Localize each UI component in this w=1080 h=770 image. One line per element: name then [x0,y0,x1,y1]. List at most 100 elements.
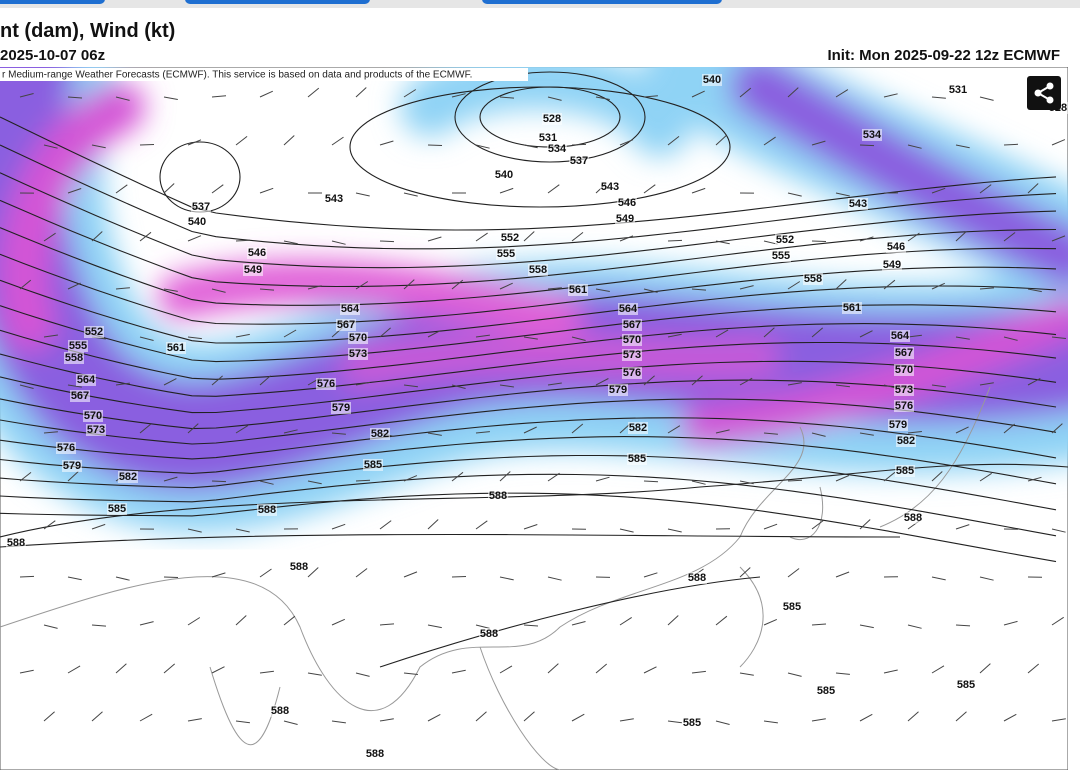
wind-barb [211,375,223,386]
contour-label-bg [257,504,277,516]
wind-barb [475,232,488,242]
contour-label: 585 [896,465,914,477]
wind-barb [1051,718,1066,722]
wind-barb [907,624,922,629]
contour-line [0,116,1057,231]
contour-label-bg [340,303,360,315]
wind-barb [259,375,271,386]
share-button[interactable] [1027,76,1061,110]
wind-barb [859,144,875,147]
contour-label: 576 [895,400,913,412]
contour-label-bg [56,442,76,454]
contour-label-bg [547,143,567,155]
wind-barb [715,615,728,626]
tab-button[interactable] [0,0,105,4]
contour-line [0,417,1057,460]
wind-barb [955,426,969,434]
wind-barb [67,96,83,99]
contour-label: 585 [108,503,126,515]
contour-line [0,379,1057,430]
wind-barb [691,187,706,194]
contour-label: 555 [772,250,790,262]
wind-barb [43,431,58,434]
wind-barb [955,336,970,340]
contour-label-bg [70,390,90,402]
wind-barb [739,672,754,676]
wind-barb [763,327,775,338]
wind-barb [787,568,800,578]
wind-barb [451,279,464,290]
contour-label: 549 [616,213,634,225]
contour-label: 588 [271,705,289,717]
wind-barb [475,144,490,149]
contour-label: 567 [623,319,641,331]
contour-label: 561 [167,342,185,354]
wind-barb [427,432,442,436]
wind-barb [427,236,442,242]
contour-label-bg [771,250,791,262]
contour-label: 555 [69,340,87,352]
wind-barb [331,523,346,530]
wind-barb [835,571,850,578]
wind-barb [1051,423,1063,434]
contour-label-bg [83,410,103,422]
wind-barb [787,672,802,677]
wind-barb [691,90,705,98]
contour-label: 588 [688,572,706,584]
wind-barb [355,192,370,197]
wind-barb [523,624,539,627]
wind-barb [91,231,103,242]
wind-barb [955,524,970,530]
wind-barb [691,288,707,291]
wind-barb [355,672,370,677]
wind-barb [787,87,799,98]
contour-label: 573 [623,349,641,361]
wind-barb [643,95,658,98]
tab-button[interactable] [482,0,722,4]
wind-barb [139,423,152,434]
contour-label-bg [107,503,127,515]
wind-barb [355,281,369,290]
contour-label: 570 [895,364,913,376]
wind-barb [763,432,778,435]
wind-barb [547,382,562,386]
wind-barb [427,330,441,338]
tab-button[interactable] [185,0,370,4]
contour-label-bg [948,84,968,96]
contour-label-bg [615,213,635,225]
wind-barb [91,624,107,627]
contour-label-bg [622,349,642,361]
wind-barb [595,378,609,386]
wind-barb [571,232,584,242]
wind-barb [499,187,514,194]
wind-barb [43,334,58,338]
wind-barb [595,476,610,482]
wind-barb [979,472,992,482]
wind-barb [379,623,395,626]
wind-barb [19,93,34,98]
contour-label: 588 [489,490,507,502]
wind-barb [427,713,441,722]
wind-barb [43,232,56,242]
wind-barb [451,384,466,389]
wind-barb [283,240,298,245]
wind-barb [595,288,610,292]
contour-label: 567 [337,319,355,331]
wind-barb [403,192,418,197]
wind-barb [835,384,850,388]
wind-barb [571,713,585,722]
wind-barb [355,479,371,482]
wind-barb [763,720,778,724]
wind-barb [931,96,946,99]
wind-barb [619,235,634,242]
contour-label: 549 [244,264,262,276]
wind-barb [235,528,250,533]
wind-barb [547,287,562,290]
contour-label-bg [166,342,186,354]
wind-barb [1051,336,1066,339]
wind-barb [883,471,896,482]
contour-label-bg [803,273,823,285]
contour-label: 576 [623,367,641,379]
contour-label-bg [882,259,902,271]
